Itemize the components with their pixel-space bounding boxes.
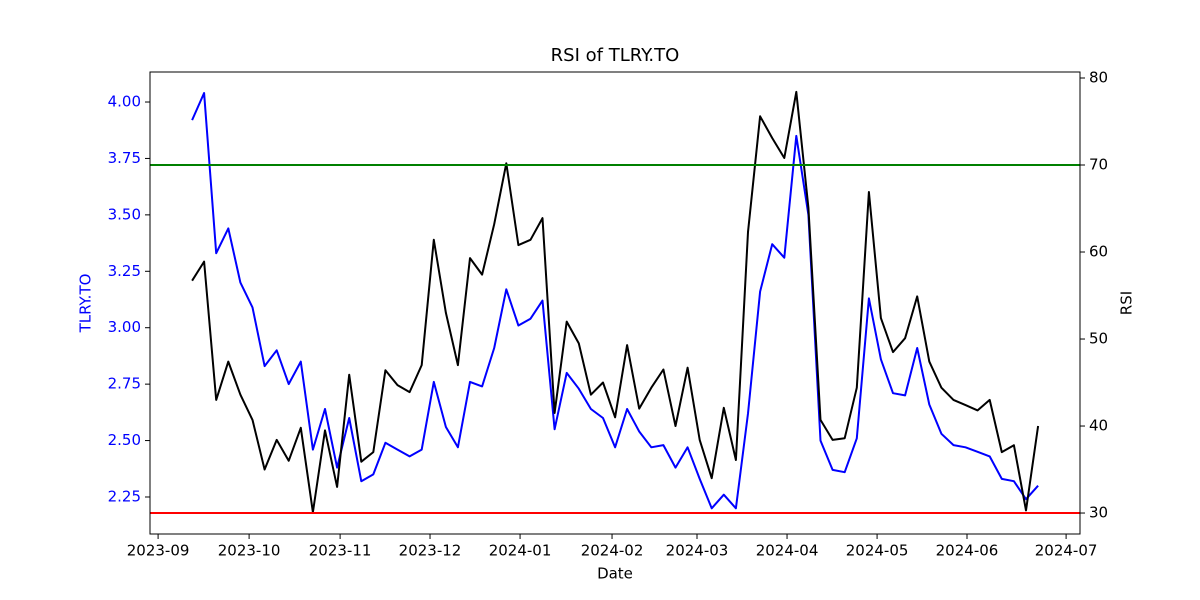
y2-axis-label: RSI (1118, 291, 1136, 315)
plot-frame (149, 71, 1081, 535)
series-line (191, 92, 1039, 510)
x-tick-label: 2024-07 (1035, 542, 1098, 560)
x-tick-label: 2024-06 (936, 542, 999, 560)
y2-tick-label: 70 (1089, 156, 1108, 174)
x-axis-label: Date (597, 565, 633, 583)
y2-tick-label: 40 (1089, 417, 1108, 435)
y-tick-label: 4.00 (108, 93, 141, 111)
x-tick-label: 2023-10 (218, 542, 281, 560)
y-tick-label: 3.00 (108, 318, 141, 336)
series-line (191, 90, 1040, 514)
x-tick-label: 2024-04 (756, 542, 819, 560)
x-tick-label: 2023-12 (399, 542, 462, 560)
x-tick-label: 2023-11 (309, 542, 372, 560)
y-tick-label: 3.25 (108, 262, 141, 280)
y-axis-label: TLRY.TO (77, 274, 95, 334)
x-tick-label: 2024-03 (666, 542, 729, 560)
y2-tick-label: 80 (1089, 69, 1108, 87)
y2-tick-label: 50 (1089, 330, 1108, 348)
y2-tick-label: 60 (1089, 243, 1108, 261)
y-tick-label: 3.50 (108, 205, 141, 223)
y-tick-label: 2.50 (108, 431, 141, 449)
y-tick-label: 3.75 (108, 149, 141, 167)
x-tick-label: 2024-01 (489, 542, 552, 560)
y-tick-label: 2.25 (108, 487, 141, 505)
x-tick-label: 2024-05 (846, 542, 909, 560)
x-tick-label: 2023-09 (127, 542, 190, 560)
y2-tick-label: 30 (1089, 504, 1108, 522)
x-tick-label: 2024-02 (581, 542, 644, 560)
chart-title: RSI of TLRY.TO (551, 45, 680, 66)
y-tick-label: 2.75 (108, 375, 141, 393)
